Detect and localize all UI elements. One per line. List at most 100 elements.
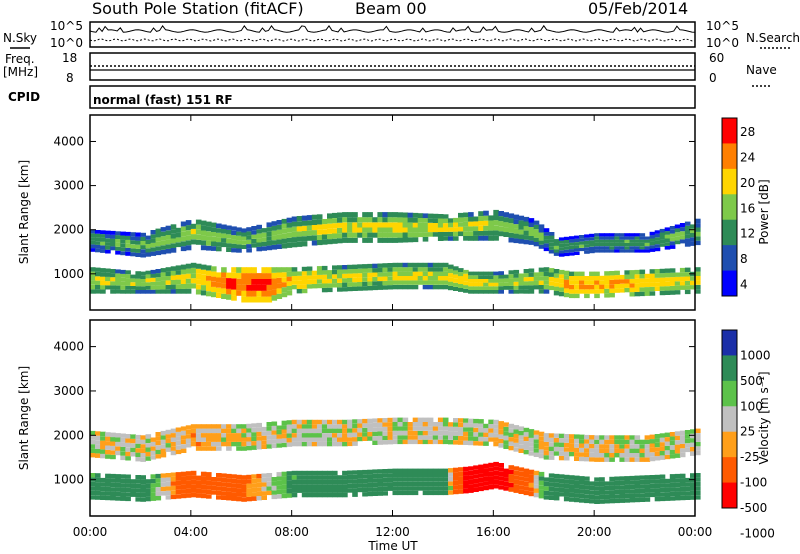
power-cell <box>664 277 671 282</box>
velocity-cell <box>342 441 348 447</box>
velocity-cell <box>563 474 570 480</box>
velocity-cell <box>286 489 293 494</box>
power-cell <box>523 221 530 227</box>
velocity-cell <box>569 479 575 484</box>
velocity-cell <box>165 447 172 452</box>
power-cell <box>347 269 353 274</box>
velocity-cell <box>165 473 172 478</box>
velocity-cell <box>644 479 651 484</box>
velocity-cell <box>135 492 141 498</box>
velocity-cell <box>246 432 252 437</box>
velocity-cell <box>190 492 197 498</box>
velocity-cell <box>261 482 267 487</box>
power-cell <box>271 278 278 284</box>
power-cell <box>387 222 394 228</box>
power-cell <box>352 286 358 291</box>
power-cell <box>553 269 560 274</box>
velocity-cell <box>569 443 575 448</box>
power-cell <box>629 278 636 284</box>
velocity-cell <box>669 440 676 446</box>
velocity-cell <box>442 481 449 487</box>
velocity-cell <box>538 489 545 494</box>
velocity-cell <box>488 467 494 472</box>
velocity-cell <box>448 468 454 473</box>
velocity-cell <box>498 434 504 439</box>
power-cell <box>241 244 247 249</box>
velocity-cell <box>306 492 313 498</box>
power-cell <box>296 216 303 222</box>
power-cell <box>493 279 499 283</box>
velocity-cell <box>488 471 494 477</box>
power-cell <box>473 271 479 276</box>
velocity-cell <box>574 480 580 485</box>
velocity-cell <box>321 441 328 447</box>
velocity-cell <box>584 476 590 481</box>
power-cell <box>412 237 419 243</box>
velocity-cell <box>553 496 560 501</box>
velocity-cell <box>669 449 676 455</box>
power-cell <box>432 262 439 268</box>
velocity-cell <box>266 430 273 436</box>
power-cell <box>301 271 308 276</box>
velocity-cell <box>306 424 313 429</box>
power-cell <box>266 236 273 241</box>
velocity-cell <box>569 488 575 493</box>
velocity-cell <box>448 490 454 495</box>
power-cell <box>463 285 469 289</box>
power-cell <box>684 280 691 286</box>
velocity-cell <box>100 486 106 492</box>
velocity-cell <box>216 428 222 433</box>
power-cell <box>110 246 116 251</box>
power-cell <box>206 245 212 251</box>
velocity-cell <box>604 481 610 486</box>
power-cell <box>538 285 545 290</box>
velocity-cell <box>543 441 550 447</box>
velocity-cell <box>604 490 610 495</box>
power-cell <box>165 248 172 254</box>
power-cell <box>664 227 671 232</box>
power-cell <box>387 227 394 233</box>
power-cell <box>584 234 590 238</box>
power-cell <box>276 272 283 278</box>
velocity-cell <box>231 428 237 433</box>
velocity-cell <box>347 475 353 480</box>
velocity-cell <box>301 470 308 476</box>
velocity-cell <box>624 448 630 453</box>
velocity-cell <box>175 489 182 495</box>
power-cell <box>246 284 252 291</box>
velocity-cell <box>493 466 499 471</box>
power-cell <box>563 246 570 250</box>
velocity-cell <box>372 478 378 483</box>
velocity-cell <box>654 447 661 452</box>
velocity-cell <box>185 484 192 489</box>
velocity-cell <box>639 484 646 489</box>
power-cell <box>563 236 570 240</box>
power-cell <box>135 274 141 279</box>
velocity-cell <box>463 466 469 472</box>
power-cell <box>690 280 696 286</box>
power-cell <box>478 216 484 221</box>
velocity-cell <box>695 473 701 478</box>
power-cell <box>453 286 459 291</box>
power-cell <box>130 252 136 257</box>
power-cell <box>478 226 484 231</box>
velocity-cell <box>493 441 499 447</box>
power-cell <box>584 240 590 245</box>
velocity-cell <box>246 423 252 429</box>
velocity-cell <box>216 441 222 447</box>
velocity-cell <box>135 488 141 493</box>
velocity-cell <box>548 433 555 438</box>
velocity-cell <box>342 433 348 438</box>
power-cell <box>190 278 197 284</box>
velocity-cell <box>538 471 545 477</box>
velocity-cell <box>226 433 232 438</box>
velocity-cell <box>493 479 499 484</box>
power-cell <box>669 281 676 286</box>
velocity-cell <box>246 479 252 484</box>
velocity-cell <box>523 477 530 482</box>
power-cell <box>211 227 217 232</box>
velocity-cell <box>558 483 565 488</box>
velocity-cell <box>251 487 257 492</box>
velocity-cell <box>639 457 646 462</box>
power-cell <box>523 235 530 240</box>
